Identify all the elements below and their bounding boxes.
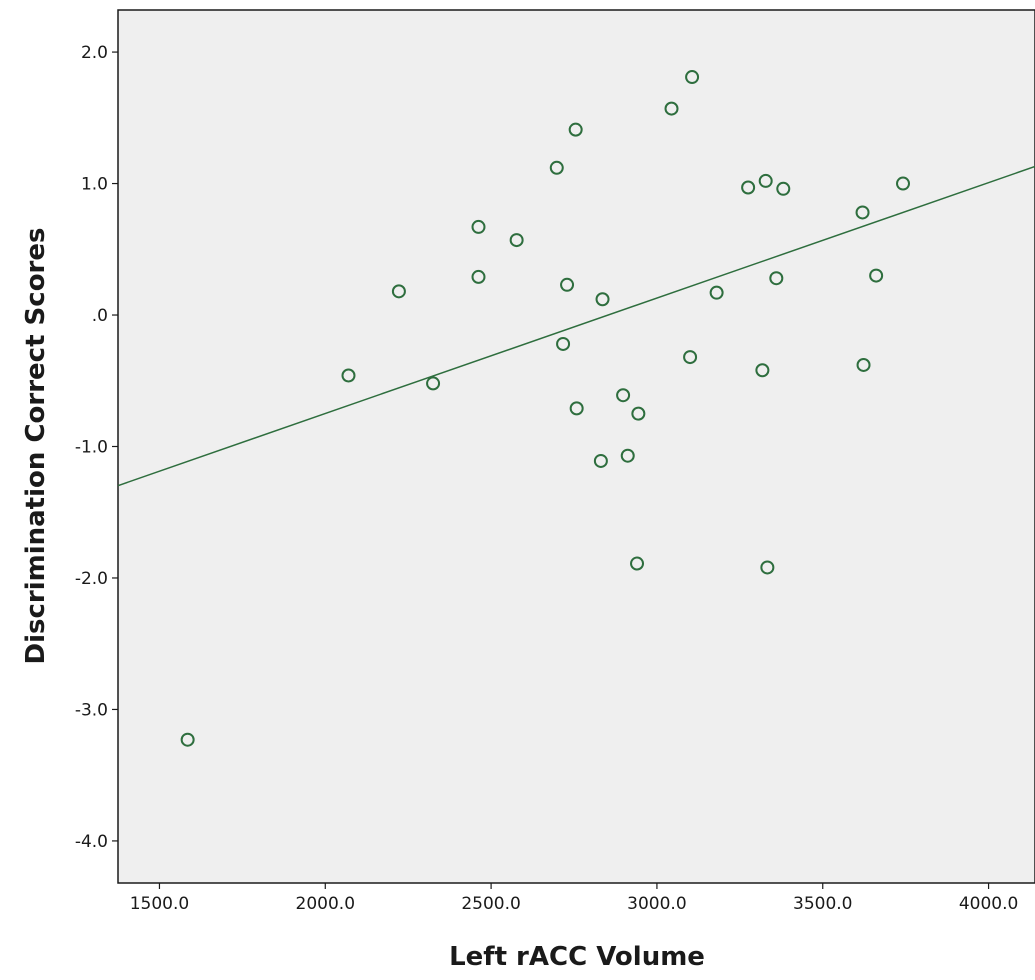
y-tick-label: -3.0 [75, 700, 108, 720]
data-point [593, 453, 608, 468]
y-tick-label: -2.0 [75, 569, 108, 589]
data-point [769, 271, 784, 286]
data-point [568, 122, 583, 137]
data-point [869, 268, 884, 283]
y-tick-label: -4.0 [75, 832, 108, 852]
data-point [560, 277, 575, 292]
data-point [664, 101, 679, 116]
x-axis: 1500.0 2000.0 2500.0 3000.0 3500.0 4000.0 [130, 883, 1018, 914]
data-point [683, 350, 698, 365]
data-point [741, 180, 756, 195]
data-point [549, 160, 564, 175]
data-point [620, 448, 635, 463]
x-tick-label: 4000.0 [959, 894, 1018, 914]
data-point [180, 732, 195, 747]
data-point [709, 285, 724, 300]
y-tick-label: 2.0 [81, 43, 108, 63]
x-tick-label: 2000.0 [296, 894, 355, 914]
y-tick-label: -1.0 [75, 438, 108, 458]
data-point [471, 219, 486, 234]
data-point [556, 336, 571, 351]
data-point [856, 357, 871, 372]
data-point [391, 284, 406, 299]
data-point [631, 406, 646, 421]
data-point [896, 176, 911, 191]
data-point [616, 388, 631, 403]
data-point [760, 560, 775, 575]
data-point [471, 269, 486, 284]
y-axis-title: Discrimination Correct Scores [21, 228, 51, 665]
x-axis-title: Left rACC Volume [449, 942, 705, 972]
y-tick-label: .0 [92, 306, 108, 326]
data-point [341, 368, 356, 383]
data-point [569, 401, 584, 416]
data-point [758, 173, 773, 188]
data-point [776, 181, 791, 196]
data-point [595, 292, 610, 307]
y-tick-label: 1.0 [81, 175, 108, 195]
data-point [685, 70, 700, 85]
data-point [855, 205, 870, 220]
data-point [426, 376, 441, 391]
data-point [755, 363, 770, 378]
x-tick-label: 2500.0 [461, 894, 520, 914]
data-point [630, 556, 645, 571]
plot-area [117, 9, 1035, 884]
x-tick-label: 3500.0 [793, 894, 852, 914]
x-tick-label: 1500.0 [130, 894, 189, 914]
data-points [180, 70, 911, 747]
y-axis: 2.0 1.0 .0 -1.0 -2.0 -3.0 -4.0 [75, 43, 118, 852]
fit-line-layer [117, 165, 1035, 487]
data-point [509, 233, 524, 248]
fit-line [117, 165, 1035, 487]
x-tick-label: 3000.0 [627, 894, 686, 914]
